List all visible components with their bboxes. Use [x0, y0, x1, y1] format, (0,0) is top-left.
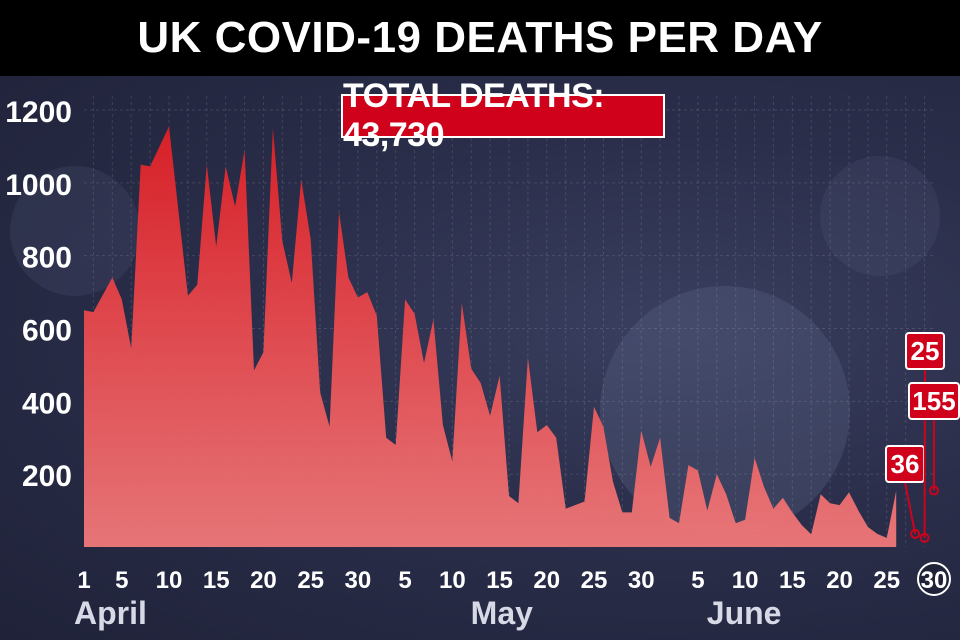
- deaths-area: [84, 126, 897, 548]
- x-tick-label: 5: [398, 567, 411, 594]
- annotation-box: [905, 332, 945, 370]
- x-tick-label: 15: [779, 567, 806, 594]
- annotation-marker: [919, 532, 930, 543]
- x-tick-label: 20: [250, 567, 277, 594]
- x-tick-label: 20: [533, 567, 560, 594]
- x-tick-label: 25: [297, 567, 324, 594]
- x-tick-label: 5: [691, 567, 704, 594]
- x-tick-label: 10: [732, 567, 759, 594]
- annotation-marker: [929, 485, 939, 496]
- total-deaths-badge: TOTAL DEATHS: 43,730: [341, 77, 665, 154]
- y-tick-label: 1200: [5, 96, 72, 129]
- x-tick-label: 15: [203, 567, 230, 594]
- x-tick-label: 30: [628, 567, 655, 594]
- x-tick-label: 1: [77, 567, 90, 594]
- annotation-label: 25: [911, 336, 940, 366]
- y-tick-label: 400: [22, 387, 72, 420]
- y-tick-label: 800: [22, 242, 72, 275]
- annotation-box: [908, 382, 960, 420]
- y-tick-label: 600: [22, 315, 72, 348]
- month-label: May: [471, 595, 533, 631]
- annotation-label: 36: [891, 449, 920, 479]
- x-tick-label: 25: [581, 567, 608, 594]
- y-tick-label: 1000: [5, 169, 72, 202]
- annotation-label: 155: [912, 386, 955, 416]
- x-tick-label: 20: [826, 567, 853, 594]
- virus-illustration: [10, 166, 140, 296]
- annotation-marker: [910, 528, 921, 539]
- x-tick-label: 30: [921, 567, 948, 594]
- title-bar: UK COVID-19 DEATHS PER DAY: [0, 0, 960, 76]
- month-label: April: [74, 595, 147, 631]
- highlight-day-circle: [917, 562, 951, 596]
- x-tick-label: 15: [486, 567, 513, 594]
- y-tick-label: 200: [22, 460, 72, 493]
- chart-title: UK COVID-19 DEATHS PER DAY: [137, 13, 823, 62]
- x-tick-label: 5: [115, 567, 128, 594]
- x-tick-label: 25: [873, 567, 900, 594]
- x-tick-label: 10: [439, 567, 466, 594]
- x-tick-label: 30: [345, 567, 372, 594]
- virus-illustration: [820, 156, 940, 276]
- annotation-leader: [904, 481, 917, 535]
- x-tick-label: 10: [156, 567, 183, 594]
- month-label: June: [707, 595, 782, 631]
